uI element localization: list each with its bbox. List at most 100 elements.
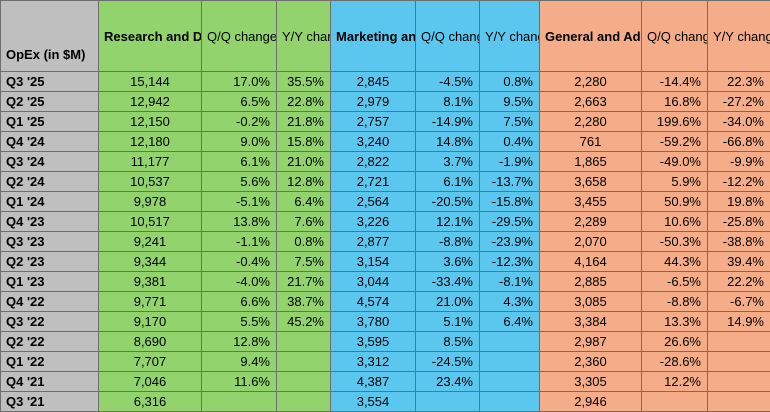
rd-qq-cell: 9.0% xyxy=(202,132,277,152)
rd-value-cell: 9,381 xyxy=(99,272,202,292)
rd-qq-cell: -5.1% xyxy=(202,192,277,212)
ms-value-cell: 3,780 xyxy=(331,312,416,332)
ga-yy-cell: -38.8% xyxy=(708,232,770,252)
rd-yy-cell: 6.4% xyxy=(277,192,331,212)
rd-qq-header: Q/Q change xyxy=(202,1,277,72)
ms-qq-cell: -14.9% xyxy=(416,112,480,132)
rd-qq-cell: 6.6% xyxy=(202,292,277,312)
ga-yy-cell: 19.8% xyxy=(708,192,770,212)
rd-value-cell: 11,177 xyxy=(99,152,202,172)
ga-value-cell: 761 xyxy=(540,132,642,152)
rd-group-header: Research and Development xyxy=(99,1,202,72)
quarter-cell: Q1 '25 xyxy=(1,112,99,132)
rd-yy-cell: 21.7% xyxy=(277,272,331,292)
ms-qq-cell: -33.4% xyxy=(416,272,480,292)
ga-value-cell: 2,885 xyxy=(540,272,642,292)
ms-value-cell: 2,979 xyxy=(331,92,416,112)
rd-value-cell: 7,707 xyxy=(99,352,202,372)
ga-yy-cell xyxy=(708,352,770,372)
ga-qq-cell: -59.2% xyxy=(642,132,708,152)
rd-yy-cell: 21.8% xyxy=(277,112,331,132)
ga-qq-cell: 5.9% xyxy=(642,172,708,192)
quarter-cell: Q3 '22 xyxy=(1,312,99,332)
ga-qq-cell: -50.3% xyxy=(642,232,708,252)
ga-value-cell: 1,865 xyxy=(540,152,642,172)
ms-group-header: Marketing and Sales xyxy=(331,1,416,72)
ms-yy-cell: 4.3% xyxy=(480,292,540,312)
ms-yy-cell: 0.4% xyxy=(480,132,540,152)
rd-value-cell: 10,537 xyxy=(99,172,202,192)
ms-value-cell: 3,226 xyxy=(331,212,416,232)
rd-value-cell: 8,690 xyxy=(99,332,202,352)
ga-qq-cell: 199.6% xyxy=(642,112,708,132)
ms-yy-cell: -15.8% xyxy=(480,192,540,212)
ga-yy-cell: -12.2% xyxy=(708,172,770,192)
ga-value-cell: 3,384 xyxy=(540,312,642,332)
ms-yy-cell: -1.9% xyxy=(480,152,540,172)
ga-yy-cell: 14.9% xyxy=(708,312,770,332)
ms-qq-cell: 21.0% xyxy=(416,292,480,312)
ms-qq-cell: -4.5% xyxy=(416,72,480,92)
ga-qq-cell: 50.9% xyxy=(642,192,708,212)
ga-qq-cell: 44.3% xyxy=(642,252,708,272)
ms-yy-cell: -29.5% xyxy=(480,212,540,232)
quarter-cell: Q2 '22 xyxy=(1,332,99,352)
ms-qq-cell: 14.8% xyxy=(416,132,480,152)
ga-yy-cell: 22.2% xyxy=(708,272,770,292)
ms-yy-cell: 0.8% xyxy=(480,72,540,92)
ga-group-header: General and Administrative xyxy=(540,1,642,72)
ga-value-cell: 4,164 xyxy=(540,252,642,272)
rd-yy-cell xyxy=(277,372,331,392)
quarter-cell: Q4 '23 xyxy=(1,212,99,232)
ms-yy-cell: 6.4% xyxy=(480,312,540,332)
ms-qq-cell: 3.7% xyxy=(416,152,480,172)
quarter-cell: Q4 '24 xyxy=(1,132,99,152)
ga-qq-cell: -14.4% xyxy=(642,72,708,92)
rd-value-cell: 9,344 xyxy=(99,252,202,272)
rd-yy-cell: 7.5% xyxy=(277,252,331,272)
quarter-cell: Q1 '22 xyxy=(1,352,99,372)
ms-qq-cell: 8.5% xyxy=(416,332,480,352)
ga-qq-cell: 13.3% xyxy=(642,312,708,332)
ms-value-cell: 2,845 xyxy=(331,72,416,92)
ga-yy-cell xyxy=(708,372,770,392)
quarter-cell: Q1 '23 xyxy=(1,272,99,292)
ga-yy-cell: -34.0% xyxy=(708,112,770,132)
ga-yy-cell: -66.8% xyxy=(708,132,770,152)
ga-value-cell: 3,085 xyxy=(540,292,642,312)
ms-value-cell: 2,564 xyxy=(331,192,416,212)
rd-yy-cell: 38.7% xyxy=(277,292,331,312)
ms-value-cell: 4,387 xyxy=(331,372,416,392)
ms-value-cell: 2,822 xyxy=(331,152,416,172)
ms-qq-cell: 8.1% xyxy=(416,92,480,112)
ga-yy-cell: -27.2% xyxy=(708,92,770,112)
rd-yy-cell xyxy=(277,352,331,372)
rd-qq-cell: 11.6% xyxy=(202,372,277,392)
ms-value-cell: 3,240 xyxy=(331,132,416,152)
ms-qq-cell: 6.1% xyxy=(416,172,480,192)
rd-yy-cell: 45.2% xyxy=(277,312,331,332)
rd-yy-cell xyxy=(277,332,331,352)
quarter-cell: Q2 '24 xyxy=(1,172,99,192)
rd-qq-cell: 5.6% xyxy=(202,172,277,192)
ms-qq-cell: -8.8% xyxy=(416,232,480,252)
quarter-cell: Q3 '23 xyxy=(1,232,99,252)
rd-value-cell: 9,170 xyxy=(99,312,202,332)
ga-yy-header: Y/Y change xyxy=(708,1,770,72)
ga-yy-cell: -9.9% xyxy=(708,152,770,172)
rd-yy-cell: 22.8% xyxy=(277,92,331,112)
rd-value-cell: 9,241 xyxy=(99,232,202,252)
rd-value-cell: 12,180 xyxy=(99,132,202,152)
ga-qq-cell: -6.5% xyxy=(642,272,708,292)
ga-value-cell: 3,455 xyxy=(540,192,642,212)
ga-yy-cell: 22.3% xyxy=(708,72,770,92)
